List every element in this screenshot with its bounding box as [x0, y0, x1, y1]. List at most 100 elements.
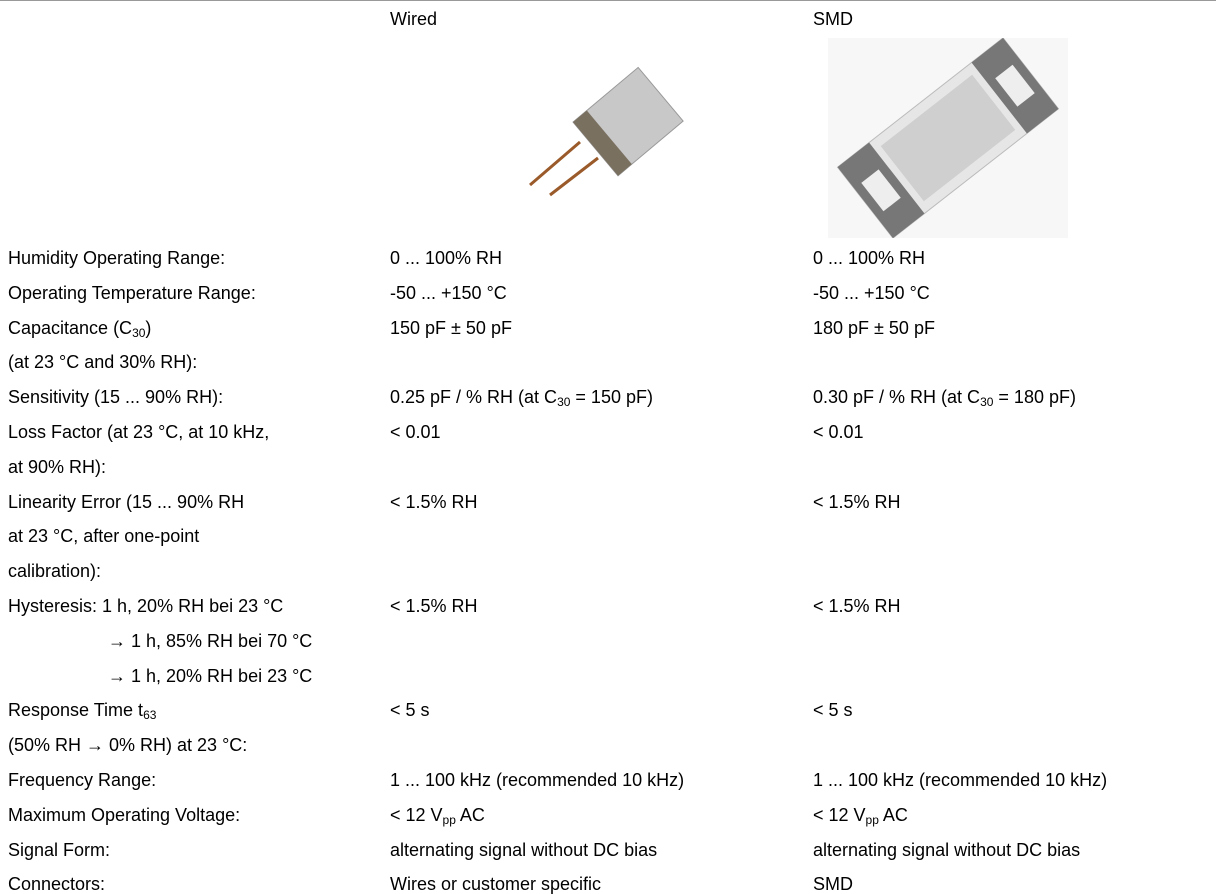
text-run: at 23 °C, after one-point [8, 526, 200, 547]
cell-value: < 12 Vpp AC [390, 804, 485, 826]
text-run: → 1 h, 85% RH bei 70 °C [108, 630, 313, 651]
top-rule [0, 0, 1216, 1]
text-run: < 0.01 [390, 422, 441, 442]
text-run: 0 ... 100% RH [390, 248, 503, 268]
text-run: Humidity Operating Range: [8, 248, 226, 268]
row-label: Loss Factor (at 23 °C, at 10 kHz, [8, 421, 269, 443]
text-run: < 12 V [390, 804, 443, 825]
cell-value: < 1.5% RH [390, 491, 478, 513]
cell-value: 0 ... 100% RH [390, 247, 502, 269]
cell-value: alternating signal without DC bias [813, 839, 1080, 861]
text-run: Hysteresis: 1 h, 20% RH bei 23 °C [8, 596, 284, 616]
text-run: Maximum Operating Voltage: [8, 804, 241, 825]
row-label: Humidity Operating Range: [8, 247, 225, 269]
cell-value: < 0.01 [390, 421, 441, 443]
row-label: Capacitance (C30) [8, 317, 151, 339]
text-run: 0 ... 100% RH [813, 248, 926, 268]
cell-value: < 0.01 [813, 421, 864, 443]
column-header: Wired [390, 9, 438, 29]
text-run: AC [455, 804, 485, 825]
smd-sensor-image [828, 38, 1068, 238]
row-label: Hysteresis: 1 h, 20% RH bei 23 °C [8, 595, 283, 617]
text-run: Signal Form: [8, 839, 111, 860]
text-run: < 0.01 [813, 422, 864, 442]
text-run: calibration): [8, 561, 102, 582]
cell-value: alternating signal without DC bias [390, 839, 657, 861]
row-label: Sensitivity (15 ... 90% RH): [8, 386, 223, 408]
text-run: Sensitivity (15 ... 90% RH): [8, 387, 224, 408]
subscript: pp [442, 812, 456, 827]
text-run: AC [878, 804, 908, 825]
text-run: alternating signal without DC bias [390, 839, 658, 860]
text-run: Frequency Range: [8, 770, 157, 790]
text-run: Response Time t [8, 700, 144, 721]
text-run: at 90% RH): [8, 456, 107, 477]
wired-sensor-image [529, 66, 684, 197]
cell-value: 1 ... 100 kHz (recommended 10 kHz) [813, 769, 1107, 791]
cell-value: 180 pF ± 50 pF [813, 317, 935, 339]
text-run: < 5 s [390, 700, 430, 721]
cell-value: 0.25 pF / % RH (at C30 = 150 pF) [390, 386, 653, 408]
text-run: 1 ... 100 kHz (recommended 10 kHz) [390, 770, 685, 790]
subscript: 30 [980, 395, 994, 410]
cell-value: 0.30 pF / % RH (at C30 = 180 pF) [813, 386, 1076, 408]
text-run: → 1 h, 20% RH bei 23 °C [108, 665, 313, 686]
row-label: Operating Temperature Range: [8, 282, 256, 304]
row-label: Maximum Operating Voltage: [8, 804, 240, 826]
text-run: < 5 s [813, 700, 853, 721]
text-run: < 1.5% RH [813, 491, 901, 512]
subscript: 63 [143, 708, 157, 723]
subscript: pp [865, 812, 879, 827]
text-run: -50 ... +150 °C [813, 282, 930, 303]
text-run: < 1.5% RH [813, 596, 901, 616]
row-label: Connectors: [8, 873, 105, 894]
text-run: ) [145, 317, 152, 338]
text-run: < 12 V [813, 804, 866, 825]
row-label: (50% RH → 0% RH) at 23 °C: [8, 734, 247, 756]
row-label: Linearity Error (15 ... 90% RH [8, 491, 244, 513]
row-label: calibration): [8, 560, 101, 582]
text-run: Operating Temperature Range: [8, 282, 256, 303]
text-run: Capacitance (C [8, 317, 133, 338]
row-label: Frequency Range: [8, 769, 156, 791]
row-label: → 1 h, 20% RH bei 23 °C [108, 665, 312, 687]
cell-value: Wires or customer specific [390, 873, 601, 894]
text-run: 180 pF ± 50 pF [813, 317, 935, 338]
row-label: Response Time t63 [8, 699, 156, 721]
text-run: Loss Factor (at 23 °C, at 10 kHz, [8, 422, 270, 442]
text-run: SMD [813, 874, 853, 894]
cell-value: < 1.5% RH [390, 595, 478, 617]
cell-value: -50 ... +150 °C [390, 282, 507, 304]
text-run: Connectors: [8, 874, 106, 894]
text-run: alternating signal without DC bias [813, 839, 1081, 860]
subscript: 30 [132, 325, 146, 340]
cell-value: 0 ... 100% RH [813, 247, 925, 269]
text-run: 150 pF ± 50 pF [390, 317, 512, 338]
text-run: 0.25 pF / % RH (at C [390, 387, 558, 408]
text-run: -50 ... +150 °C [390, 282, 507, 303]
cell-value: 150 pF ± 50 pF [390, 317, 512, 339]
row-label: → 1 h, 85% RH bei 70 °C [108, 630, 312, 652]
row-label: at 90% RH): [8, 456, 106, 478]
text-run: Wires or customer specific [390, 874, 602, 894]
row-label: (at 23 °C and 30% RH): [8, 351, 197, 373]
cell-value: < 5 s [813, 699, 853, 721]
cell-value: < 12 Vpp AC [813, 804, 908, 826]
text-run: Linearity Error (15 ... 90% RH [8, 491, 245, 512]
row-label: at 23 °C, after one-point [8, 525, 199, 547]
cell-value: -50 ... +150 °C [813, 282, 930, 304]
cell-value: < 1.5% RH [813, 595, 901, 617]
text-run: 1 ... 100 kHz (recommended 10 kHz) [813, 770, 1108, 790]
text-run: 0.30 pF / % RH (at C [813, 387, 981, 408]
subscript: 30 [557, 395, 571, 410]
cell-value: SMD [813, 873, 853, 894]
text-run: < 1.5% RH [390, 596, 478, 616]
cell-value: 1 ... 100 kHz (recommended 10 kHz) [390, 769, 684, 791]
row-label: Signal Form: [8, 839, 110, 861]
cell-value: < 1.5% RH [813, 491, 901, 513]
text-run: = 150 pF) [570, 387, 653, 408]
cell-value: < 5 s [390, 699, 430, 721]
text-run: (at 23 °C and 30% RH): [8, 352, 198, 373]
text-run: = 180 pF) [993, 387, 1076, 408]
